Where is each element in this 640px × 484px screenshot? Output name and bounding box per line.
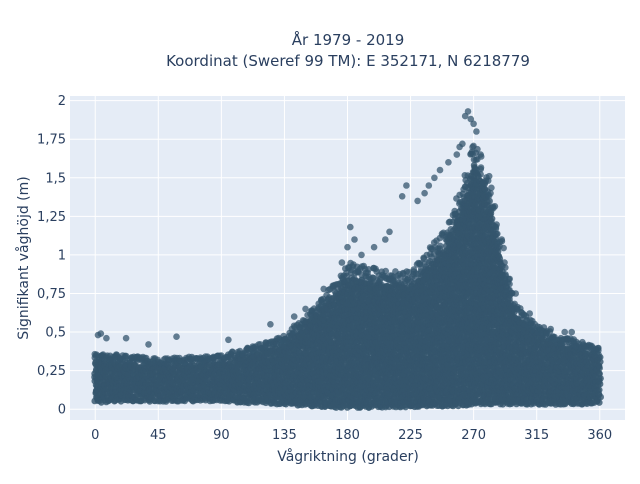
data-point bbox=[437, 243, 444, 250]
